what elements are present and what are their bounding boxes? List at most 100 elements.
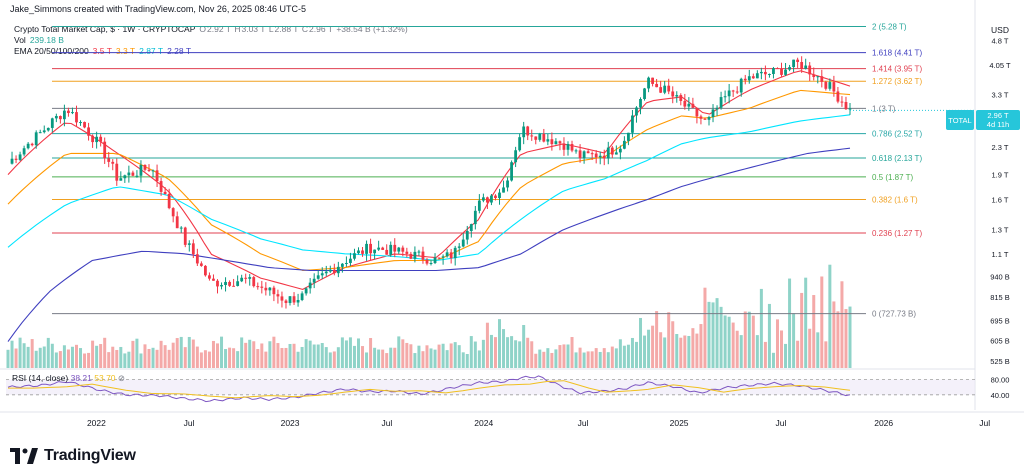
candle-body [639, 99, 642, 108]
candle-body [477, 200, 481, 211]
volume-bar [767, 303, 771, 368]
volume-bar [493, 337, 497, 368]
volume-bar [66, 349, 70, 368]
volume-bar [820, 276, 824, 368]
candle-body [679, 95, 683, 101]
x-tick-label: 2026 [874, 418, 893, 428]
candle-body [87, 127, 90, 136]
candle-body [115, 163, 119, 181]
volume-bar [667, 312, 671, 368]
volume-bar [755, 335, 759, 368]
volume-bar [135, 338, 139, 368]
candle-body [522, 126, 526, 138]
candle-body [610, 147, 614, 155]
candle-body [453, 247, 457, 259]
volume-bar [215, 343, 219, 368]
candle-body [614, 152, 618, 155]
candle-body [780, 68, 783, 75]
volume-bar [498, 319, 502, 368]
volume-bar [199, 352, 203, 368]
ema-line [7, 70, 851, 290]
volume-bar [220, 336, 224, 368]
volume-bar [691, 328, 695, 368]
candle-body [574, 150, 578, 152]
candle-body [683, 100, 687, 107]
fib-level-label: 0.236 (1.27 T) [872, 229, 922, 238]
fib-level-label: 2 (5.28 T) [872, 23, 907, 32]
volume-bar [123, 353, 127, 368]
volume-bar [240, 337, 244, 368]
volume-bar [655, 311, 659, 368]
last-price-badge: 2.96 T 4d 11h [976, 110, 1020, 130]
volume-bar [224, 349, 228, 368]
volume-bar [361, 346, 365, 368]
vol-value: 239.18 B [29, 35, 64, 45]
fib-level-label: 1 (3 T) [872, 104, 896, 113]
candle-body [490, 195, 493, 203]
candle-body [151, 170, 155, 172]
volume-bar [542, 351, 546, 368]
x-tick-label: Jul [776, 418, 787, 428]
candle-body [804, 65, 808, 69]
candle-body [22, 148, 26, 155]
candle-body [179, 227, 183, 229]
rsi-line [7, 375, 851, 403]
symbol-name[interactable]: Crypto Total Market Cap, $ · 1W · CRYPTO… [14, 24, 196, 34]
volume-bar [10, 340, 14, 368]
candle-body [707, 117, 711, 120]
volume-bar [296, 351, 300, 368]
candle-body [772, 68, 775, 75]
candle-body [494, 195, 497, 199]
volume-bar [131, 340, 135, 368]
visibility-icon[interactable]: ⊘ [117, 373, 126, 383]
candle-body [554, 141, 558, 145]
candle-body [139, 164, 143, 176]
candle-body [502, 187, 505, 193]
volume-bar [836, 311, 840, 368]
candle-body [530, 135, 534, 137]
candle-body [473, 210, 477, 225]
candle-body [751, 76, 755, 79]
volume-bar [671, 321, 675, 368]
candle-body [316, 275, 320, 279]
volume-bar [506, 337, 510, 368]
ohlc-low-key: L [268, 24, 274, 34]
ema-label[interactable]: EMA 20/50/100/200 [14, 46, 89, 56]
candle-body [228, 281, 231, 286]
volume-bar [304, 339, 308, 368]
volume-bar [292, 343, 296, 368]
volume-bar [207, 351, 211, 368]
candle-body [357, 250, 360, 254]
volume-bar [639, 317, 643, 368]
volume-bar [328, 352, 332, 368]
candle-body [409, 253, 413, 259]
volume-bar [417, 345, 421, 368]
volume-bar [651, 325, 655, 368]
candle-body [119, 178, 123, 181]
rsi-ma-line [8, 380, 851, 399]
candle-body [38, 132, 42, 134]
volume-bar [107, 352, 111, 368]
volume-bar [175, 338, 179, 368]
volume-bar [711, 302, 715, 368]
candle-body [699, 116, 703, 119]
y-tick-label: 815 B [990, 293, 1010, 302]
volume-bar [70, 346, 74, 368]
candle-body [469, 224, 473, 231]
volume-bar [179, 336, 183, 368]
volume-bar [115, 349, 119, 368]
volume-bar [461, 352, 465, 368]
rsi-label[interactable]: RSI (14, close) [12, 373, 69, 383]
volume-bar [481, 339, 485, 368]
volume-bar [687, 335, 691, 368]
candle-body [763, 71, 767, 75]
volume-bar [824, 341, 828, 368]
candle-body [232, 285, 236, 287]
candle-body [429, 263, 433, 265]
vol-label[interactable]: Vol [14, 35, 26, 45]
candle-body [743, 78, 747, 81]
volume-bar [187, 336, 191, 368]
candle-body [627, 132, 630, 141]
candle-body [848, 108, 852, 110]
